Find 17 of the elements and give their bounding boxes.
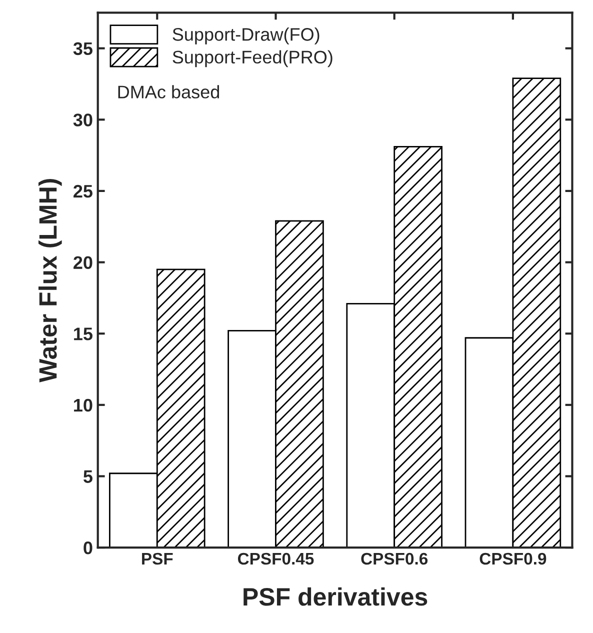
annotation: DMAc based bbox=[118, 85, 220, 98]
y-tick-label: 20 bbox=[74, 256, 92, 269]
y-tick-label: 5 bbox=[84, 470, 92, 483]
x-tick-label: PSF bbox=[142, 552, 173, 565]
x-tick-label: CPSF0.45 bbox=[238, 552, 314, 565]
x-tick-label: CPSF0.9 bbox=[480, 552, 546, 565]
y-axis-title: Water Flux (LMH) bbox=[38, 179, 62, 382]
y-tick-label: 0 bbox=[84, 541, 92, 554]
x-axis-title: PSF derivatives bbox=[244, 587, 428, 606]
y-tick-label: 30 bbox=[73, 114, 92, 126]
y-tick-label: 10 bbox=[74, 398, 92, 412]
legend-label: Support-Feed(PRO) bbox=[172, 50, 332, 68]
legend-label: Support-Draw(FO) bbox=[172, 28, 320, 44]
x-tick-label: CPSF0.6 bbox=[361, 552, 428, 565]
y-tick-label: 35 bbox=[73, 42, 92, 56]
y-tick-label: 15 bbox=[74, 328, 92, 340]
y-tick-label: 25 bbox=[74, 184, 92, 198]
